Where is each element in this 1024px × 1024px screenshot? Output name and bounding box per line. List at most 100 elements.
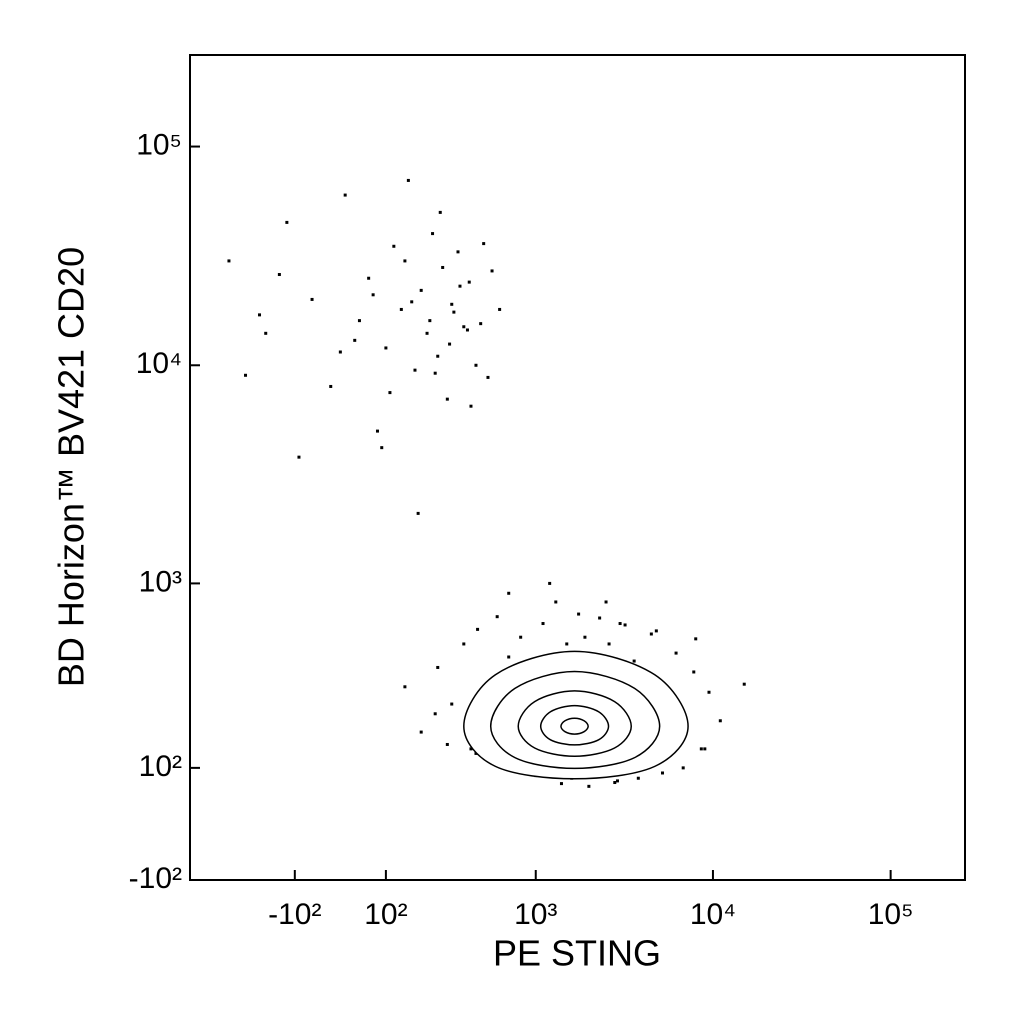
event-dot xyxy=(462,325,466,329)
event-dot xyxy=(541,622,545,626)
event-dot xyxy=(353,338,357,342)
event-dot xyxy=(367,276,371,280)
event-dot xyxy=(507,655,511,659)
event-dot xyxy=(554,600,558,604)
event-dot xyxy=(548,581,552,585)
y-tick-label: 10³ xyxy=(139,565,182,598)
event-dot xyxy=(285,220,289,224)
event-dot xyxy=(343,193,347,197)
event-dot xyxy=(681,766,685,770)
event-dot xyxy=(699,747,703,751)
event-dot xyxy=(583,635,587,639)
event-dot xyxy=(465,328,469,332)
event-dot xyxy=(507,591,511,595)
event-dot xyxy=(357,319,361,323)
event-dot xyxy=(445,742,449,746)
event-dot xyxy=(419,730,423,734)
event-dot xyxy=(474,363,478,367)
event-dot xyxy=(482,242,486,246)
event-dot xyxy=(577,612,581,616)
event-dot xyxy=(456,250,460,254)
x-tick-label: 10⁴ xyxy=(690,898,736,931)
event-dot xyxy=(425,331,429,335)
event-dot xyxy=(632,659,636,663)
event-dot xyxy=(636,776,640,780)
event-dot xyxy=(479,322,483,326)
y-tick-label: 10⁴ xyxy=(136,347,182,380)
contour-line xyxy=(489,670,661,770)
plot-frame xyxy=(189,54,966,881)
event-dot xyxy=(476,627,480,631)
event-dot xyxy=(649,632,653,636)
event-dot xyxy=(436,665,440,669)
event-dot xyxy=(462,642,466,646)
event-dot xyxy=(388,391,392,395)
event-dot xyxy=(310,297,314,301)
event-dot xyxy=(490,269,494,273)
event-dot xyxy=(419,288,423,292)
event-dot xyxy=(604,600,608,604)
event-dot xyxy=(694,637,698,641)
event-dot xyxy=(403,259,407,263)
event-dot xyxy=(703,747,707,751)
event-dot xyxy=(403,685,407,689)
event-dot xyxy=(674,651,678,655)
event-dot xyxy=(469,404,473,408)
event-dot xyxy=(718,719,722,723)
event-dot xyxy=(428,319,432,323)
contour-line xyxy=(560,717,589,735)
event-dot xyxy=(458,284,462,288)
event-dot xyxy=(654,629,658,633)
event-dot xyxy=(436,354,440,358)
contour-line xyxy=(539,704,610,746)
event-dot xyxy=(410,300,414,304)
event-dot xyxy=(338,350,342,354)
contour-line xyxy=(517,690,632,757)
event-dot xyxy=(371,293,375,297)
event-dot xyxy=(399,307,403,311)
event-dot xyxy=(623,623,627,627)
event-dot xyxy=(433,712,437,716)
event-dot xyxy=(277,273,281,277)
event-dot xyxy=(615,779,619,783)
contour-line xyxy=(463,650,689,780)
event-dot xyxy=(227,259,231,263)
x-tick-label: 10⁵ xyxy=(868,898,914,931)
event-dot xyxy=(380,446,384,450)
event-dot xyxy=(375,429,379,433)
event-dot xyxy=(392,244,396,248)
event-dot xyxy=(264,331,268,335)
x-axis-label: PE STING xyxy=(493,933,661,974)
event-dot xyxy=(450,702,454,706)
event-dot xyxy=(441,265,445,269)
event-dot xyxy=(433,371,437,375)
event-dot xyxy=(445,397,449,401)
event-dot xyxy=(613,781,617,785)
event-dot xyxy=(329,384,333,388)
event-dot xyxy=(661,771,665,775)
event-dot xyxy=(498,307,502,311)
event-dot xyxy=(413,368,417,372)
y-tick-label: 10² xyxy=(139,750,182,783)
event-dot xyxy=(742,682,746,686)
event-dot xyxy=(258,313,262,317)
event-dot xyxy=(384,346,388,350)
event-dot xyxy=(431,232,435,236)
x-tick-label: 10² xyxy=(364,898,407,931)
event-dot xyxy=(565,642,569,646)
event-dot xyxy=(297,455,301,459)
event-dot xyxy=(448,342,452,346)
event-dot xyxy=(486,375,490,379)
y-tick-label: 10⁵ xyxy=(136,128,182,161)
event-dot xyxy=(519,635,523,639)
event-dot xyxy=(467,280,471,284)
x-tick-label: -10² xyxy=(268,898,321,931)
event-dot xyxy=(244,373,248,377)
event-dot xyxy=(438,210,442,214)
event-dot xyxy=(416,511,420,515)
event-dot xyxy=(692,670,696,674)
event-dot xyxy=(618,622,622,626)
event-dot xyxy=(707,690,711,694)
